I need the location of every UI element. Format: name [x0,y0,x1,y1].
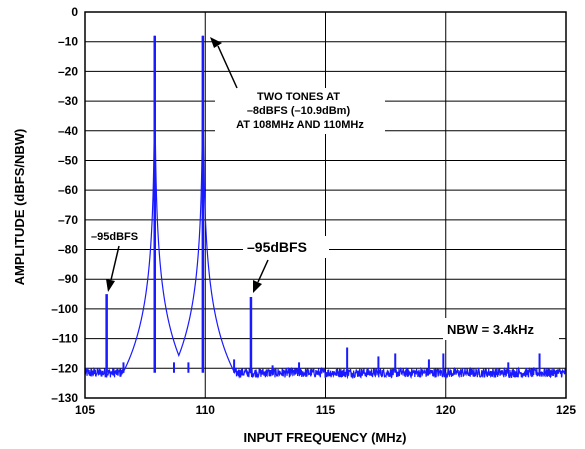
x-tick-labels: 105 110 115 120 125 [75,403,576,417]
right-spur-label-bg [243,236,329,258]
two-tones-arrowhead [210,37,222,48]
y-tick-label: –50 [58,153,78,167]
right-spur-arrow-line [257,259,269,283]
y-tick-label: –120 [51,361,78,375]
two-tones-line-3: AT 108MHz AND 110MHz [236,119,364,131]
x-axis-title: INPUT FREQUENCY (MHz) [244,430,407,445]
y-tick-label: –30 [58,94,78,108]
x-tick-label: 125 [556,403,576,417]
x-tick-label: 105 [75,403,95,417]
y-tick-label: –110 [52,332,78,346]
y-tick-label: –10 [58,35,78,49]
y-tick-label: –100 [51,302,78,316]
two-tones-line-1: TWO TONES AT [257,91,340,103]
left-spur-arrowhead [106,279,115,292]
left-spur-label: –95dBFS [91,231,138,243]
two-tones-annotation: TWO TONES AT –8dBFS (–10.9dBm) AT 108MHz… [215,88,385,134]
y-tick-label: –20 [58,64,78,78]
y-tick-label: –130 [51,391,78,405]
nbw-label-bg [443,318,559,340]
y-tick-label: –60 [58,183,78,197]
y-tick-label: –70 [58,213,78,227]
y-axis-title: AMPLITUDE (dBFS/NBW) [12,129,27,286]
x-tick-label: 110 [196,403,216,417]
x-tick-label: 120 [436,403,456,417]
two-tones-arrow-line [217,45,238,89]
right-spur-label: –95dBFS [247,239,307,255]
left-spur-label-bg [88,228,144,244]
nbw-label: NBW = 3.4kHz [447,322,535,337]
x-tick-label: 115 [316,403,336,417]
right-spur-arrowhead [253,280,262,293]
y-tick-label: 0 [71,5,78,19]
left-spur-arrow-line [110,245,120,281]
svg-text:TWO TONES AT –8dBFS (–10: TWO TONES AT –8dBFS (–10.9dBm) AT 108MHz… [236,91,364,131]
y-tick-label: –90 [58,272,78,286]
y-tick-labels: 0 –10 –20 –30 –40 –50 –60 –70 –80 –90 –100 –110 –120… [51,5,78,405]
two-tones-label-bg [215,88,385,134]
plot-frame [84,11,567,399]
nbw-annotation: NBW = 3.4kHz [443,318,559,340]
spectrum-trace [84,35,567,380]
y-tick-label: –80 [58,243,78,257]
annotation-arrows [106,37,269,293]
right-spur-annotation: –95dBFS [243,236,329,258]
two-tones-line-2: –8dBFS (–10.9dBm) [247,105,351,117]
y-tick-label: –40 [58,124,78,138]
left-spur-annotation: –95dBFS [88,228,144,244]
noise-floor-trace [84,35,567,380]
